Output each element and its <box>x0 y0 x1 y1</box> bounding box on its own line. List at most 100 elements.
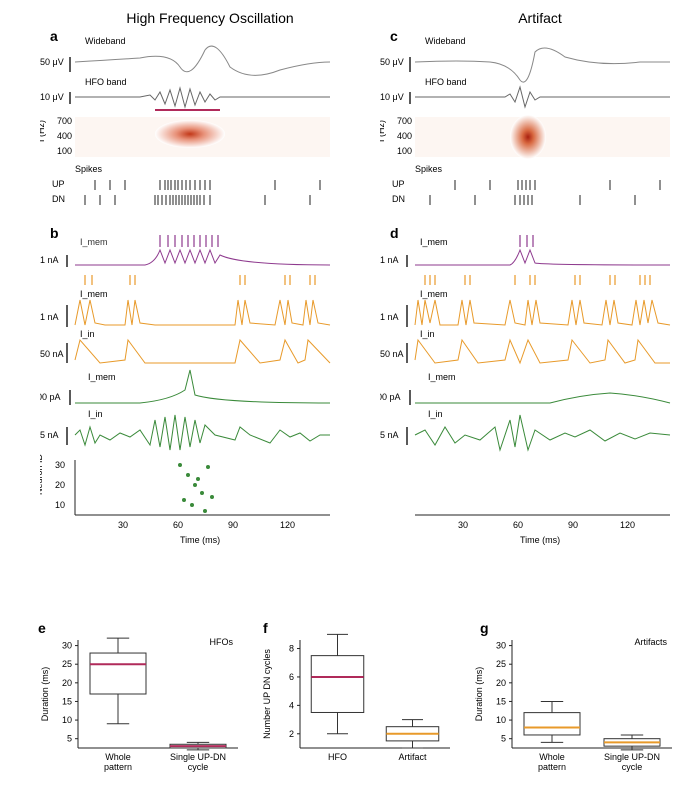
imem-orange <box>75 300 330 325</box>
iin-orange-r <box>415 340 670 363</box>
scatter-dots <box>178 463 214 513</box>
up-label: UP <box>52 179 65 189</box>
wideband-label-r: Wideband <box>425 36 466 46</box>
svg-text:30: 30 <box>118 520 128 530</box>
svg-text:Single UP-DN: Single UP-DN <box>604 752 660 762</box>
svg-text:10: 10 <box>62 715 72 725</box>
ftick-100-r: 100 <box>397 146 412 156</box>
svg-text:15: 15 <box>62 696 72 706</box>
hfoband-label-r: HFO band <box>425 77 467 87</box>
hfoband-trace <box>75 88 330 107</box>
imem-label-o: I_mem <box>80 289 108 299</box>
ftick-400: 400 <box>57 131 72 141</box>
spikes-label: Spikes <box>75 164 103 174</box>
iin-orange <box>75 340 330 363</box>
imem-label-o-r: I_mem <box>420 289 448 299</box>
hfoband-scale-r: 10 μV <box>380 92 404 102</box>
svg-text:5: 5 <box>67 734 72 744</box>
svg-text:Number UP DN cycles: Number UP DN cycles <box>262 649 272 739</box>
purple-spikes <box>160 235 218 247</box>
boxplot-g: 51015202530Duration (ms)ArtifactsWholepa… <box>472 628 682 783</box>
svg-text:HFOs: HFOs <box>210 637 234 647</box>
iin-label-g-r: I_in <box>428 409 443 419</box>
imem-orange-r <box>415 300 670 325</box>
wideband-trace <box>75 46 330 75</box>
imem-green-scale: 500 pA <box>40 392 61 402</box>
imem-purple-r <box>415 250 670 265</box>
svg-text:8: 8 <box>289 644 294 654</box>
svg-text:20: 20 <box>496 678 506 688</box>
wideband-scale: 50 μV <box>40 57 64 67</box>
svg-text:pattern: pattern <box>538 762 566 772</box>
imem-purple-scale: 1 nA <box>40 255 59 265</box>
imem-purple-scale-r: 1 nA <box>380 255 399 265</box>
svg-text:30: 30 <box>496 641 506 651</box>
svg-text:90: 90 <box>568 520 578 530</box>
neuron-id-label: Neuron ID <box>40 453 44 495</box>
spectro-blob <box>155 120 225 148</box>
up-label-r: UP <box>392 179 405 189</box>
figure-root: High Frequency Oscillation Artifact a c … <box>10 10 675 785</box>
wideband-scale-r: 50 μV <box>380 57 404 67</box>
dn-spikes <box>85 195 310 205</box>
svg-text:60: 60 <box>173 520 183 530</box>
boxplot-f: 2 4 6 8 Number UP DN cycles HFO Artifact <box>260 628 460 783</box>
svg-text:6: 6 <box>289 672 294 682</box>
svg-text:5: 5 <box>501 734 506 744</box>
svg-text:HFO: HFO <box>328 752 347 762</box>
dn-spikes-r <box>430 195 635 205</box>
freq-label-r: f (Hz) <box>380 120 386 142</box>
svg-text:15: 15 <box>496 696 506 706</box>
iin-green-scale: 5 nA <box>40 430 59 440</box>
panel-a-traces: Wideband 50 μV HFO band 10 μV f (Hz) 700… <box>40 32 340 232</box>
iin-orange-scale-r: 50 nA <box>380 349 404 359</box>
svg-text:Duration (ms): Duration (ms) <box>40 667 50 722</box>
iin-green-r <box>415 415 670 450</box>
iin-green <box>75 415 330 450</box>
svg-text:pattern: pattern <box>104 762 132 772</box>
iin-label-o: I_in <box>80 329 95 339</box>
purple-spikes-r <box>520 235 533 247</box>
svg-text:20: 20 <box>62 678 72 688</box>
time-label-r: Time (ms) <box>520 535 560 545</box>
boxplot-e: 51015202530Duration (ms)HFOsWholepattern… <box>38 628 248 783</box>
iin-orange-scale: 50 nA <box>40 349 64 359</box>
svg-text:30: 30 <box>458 520 468 530</box>
svg-text:90: 90 <box>228 520 238 530</box>
up-spikes <box>95 180 320 190</box>
svg-text:4: 4 <box>289 700 294 710</box>
ftick-100: 100 <box>57 146 72 156</box>
ntick-20: 20 <box>55 480 65 490</box>
ftick-700-r: 700 <box>397 116 412 126</box>
svg-text:Single UP-DN: Single UP-DN <box>170 752 226 762</box>
svg-text:25: 25 <box>62 659 72 669</box>
hfoband-label: HFO band <box>85 77 127 87</box>
imem-label-p: I_mem <box>80 237 108 247</box>
dn-label-r: DN <box>392 194 405 204</box>
svg-text:Whole: Whole <box>539 752 565 762</box>
imem-green-scale-r: 500 pA <box>380 392 401 402</box>
up-spikes-r <box>455 180 660 190</box>
imem-label-g-r: I_mem <box>428 372 456 382</box>
svg-text:120: 120 <box>620 520 635 530</box>
svg-text:Artifact: Artifact <box>398 752 427 762</box>
panel-c-traces: Wideband 50 μV HFO band 10 μV f (Hz) 700… <box>380 32 680 232</box>
svg-text:60: 60 <box>513 520 523 530</box>
hfoband-trace-r <box>415 87 670 107</box>
ntick-30: 30 <box>55 460 65 470</box>
svg-text:2: 2 <box>289 729 294 739</box>
svg-text:Whole: Whole <box>105 752 131 762</box>
spectro-blob-r <box>510 115 546 159</box>
title-left: High Frequency Oscillation <box>95 10 325 26</box>
spikes-label-r: Spikes <box>415 164 443 174</box>
svg-text:Duration (ms): Duration (ms) <box>474 667 484 722</box>
panel-d: I_mem 1 nA I_mem 1 nA I_in 50 nA I_mem 5… <box>380 235 680 615</box>
wideband-label: Wideband <box>85 36 126 46</box>
iin-label-g: I_in <box>88 409 103 419</box>
freq-label: f (Hz) <box>40 120 46 142</box>
svg-text:cycle: cycle <box>622 762 643 772</box>
hfoband-scale: 10 μV <box>40 92 64 102</box>
orange-spikes <box>85 275 315 285</box>
svg-text:120: 120 <box>280 520 295 530</box>
imem-label-p-r: I_mem <box>420 237 448 247</box>
